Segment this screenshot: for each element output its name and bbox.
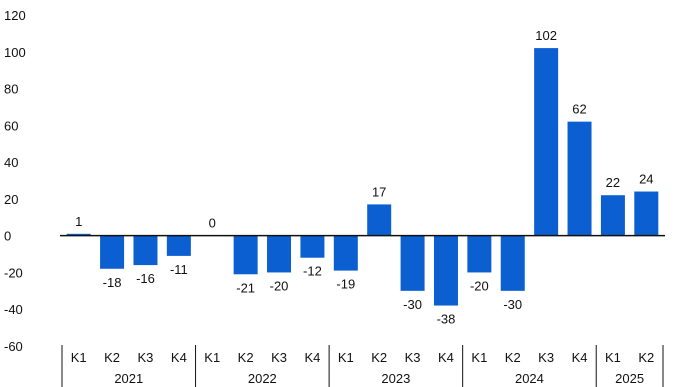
bar [367, 204, 392, 236]
bar [166, 235, 191, 256]
x-tick-label: K2 [638, 350, 654, 365]
bar [600, 195, 625, 236]
bar-value-label: -18 [103, 275, 122, 290]
x-tick-label: K4 [304, 350, 320, 365]
x-tick-label: K3 [405, 350, 421, 365]
bar-value-label: 24 [639, 172, 653, 187]
year-group-label: 2024 [515, 371, 544, 386]
bar [400, 235, 425, 291]
x-tick-label: K4 [171, 350, 187, 365]
y-tick-label: 60 [4, 118, 18, 133]
x-tick-label: K2 [371, 350, 387, 365]
bar-value-label: -16 [136, 271, 155, 286]
x-tick-label: K1 [605, 350, 621, 365]
bar-value-label: -11 [170, 262, 188, 277]
bar-value-label: -30 [503, 297, 522, 312]
year-group-label: 2023 [381, 371, 410, 386]
year-group-label: 2022 [248, 371, 277, 386]
bar [100, 235, 125, 269]
x-tick-label: K3 [271, 350, 287, 365]
bar [300, 235, 325, 258]
bar-value-label: -19 [336, 277, 355, 292]
bar-value-label: 62 [572, 102, 586, 117]
x-tick-label: K2 [505, 350, 521, 365]
bar [267, 235, 292, 273]
x-tick-label: K2 [104, 350, 120, 365]
year-group-label: 2021 [114, 371, 143, 386]
bar-value-label: -38 [437, 312, 456, 327]
bar [634, 191, 659, 236]
x-tick-label: K3 [538, 350, 554, 365]
bar [500, 235, 525, 291]
x-tick-label: K3 [138, 350, 154, 365]
y-tick-label: -40 [4, 302, 23, 317]
bar-value-label: -12 [303, 264, 322, 279]
y-tick-label: 40 [4, 155, 18, 170]
bar-value-label: 22 [606, 175, 620, 190]
x-tick-label: K4 [438, 350, 454, 365]
bar-value-label: 0 [209, 216, 216, 231]
x-tick-label: K1 [204, 350, 220, 365]
year-group-label: 2025 [615, 371, 644, 386]
y-tick-label: 20 [4, 192, 18, 207]
bar [333, 235, 358, 271]
y-tick-label: 80 [4, 82, 18, 97]
x-tick-label: K2 [238, 350, 254, 365]
bar-value-label: 102 [535, 28, 557, 43]
bar [567, 121, 592, 236]
bar-value-label: -20 [470, 278, 489, 293]
y-tick-label: 120 [4, 8, 26, 23]
bar [534, 48, 559, 236]
bar-value-label: -30 [403, 297, 422, 312]
y-tick-label: -60 [4, 339, 23, 354]
x-tick-label: K4 [572, 350, 588, 365]
y-tick-label: -20 [4, 265, 23, 280]
bar-value-label: -21 [236, 280, 255, 295]
bar [433, 235, 458, 306]
x-tick-label: K1 [338, 350, 354, 365]
x-tick-label: K1 [71, 350, 87, 365]
bar [133, 235, 158, 266]
bar [467, 235, 492, 273]
bar [233, 235, 258, 275]
y-tick-label: 0 [4, 229, 11, 244]
y-tick-label: 100 [4, 45, 26, 60]
bar [66, 233, 91, 236]
bar-value-label: 1 [75, 214, 82, 229]
bar-value-label: -20 [270, 278, 289, 293]
x-tick-label: K1 [471, 350, 487, 365]
bar-value-label: 17 [372, 184, 386, 199]
